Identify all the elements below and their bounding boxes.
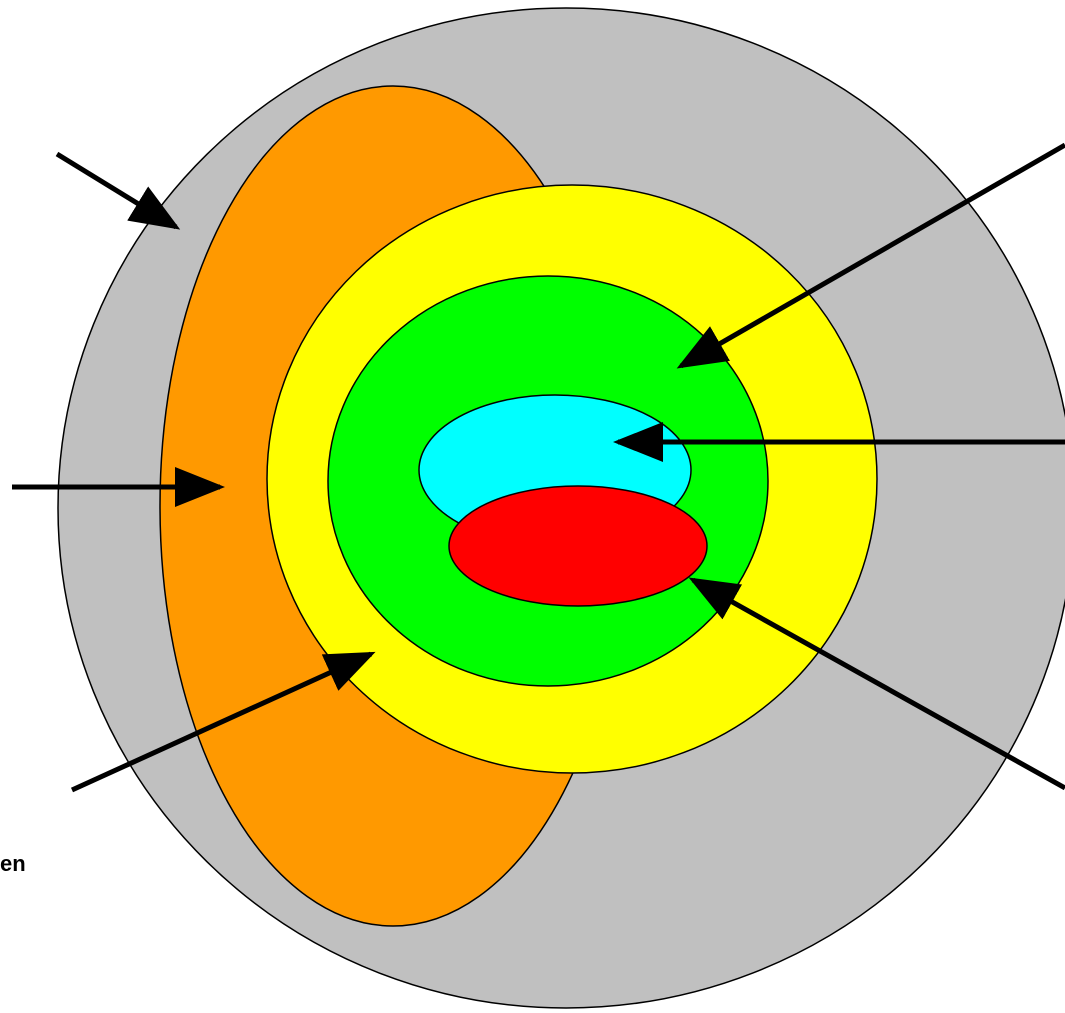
arrow-to-red	[688, 577, 1065, 791]
arrow-to-yellow	[70, 651, 376, 793]
arrow-to-outer-gray	[55, 151, 181, 230]
arrow-to-green	[676, 142, 1065, 369]
red-ellipse	[448, 485, 708, 607]
partial-label-text: en	[0, 851, 26, 876]
